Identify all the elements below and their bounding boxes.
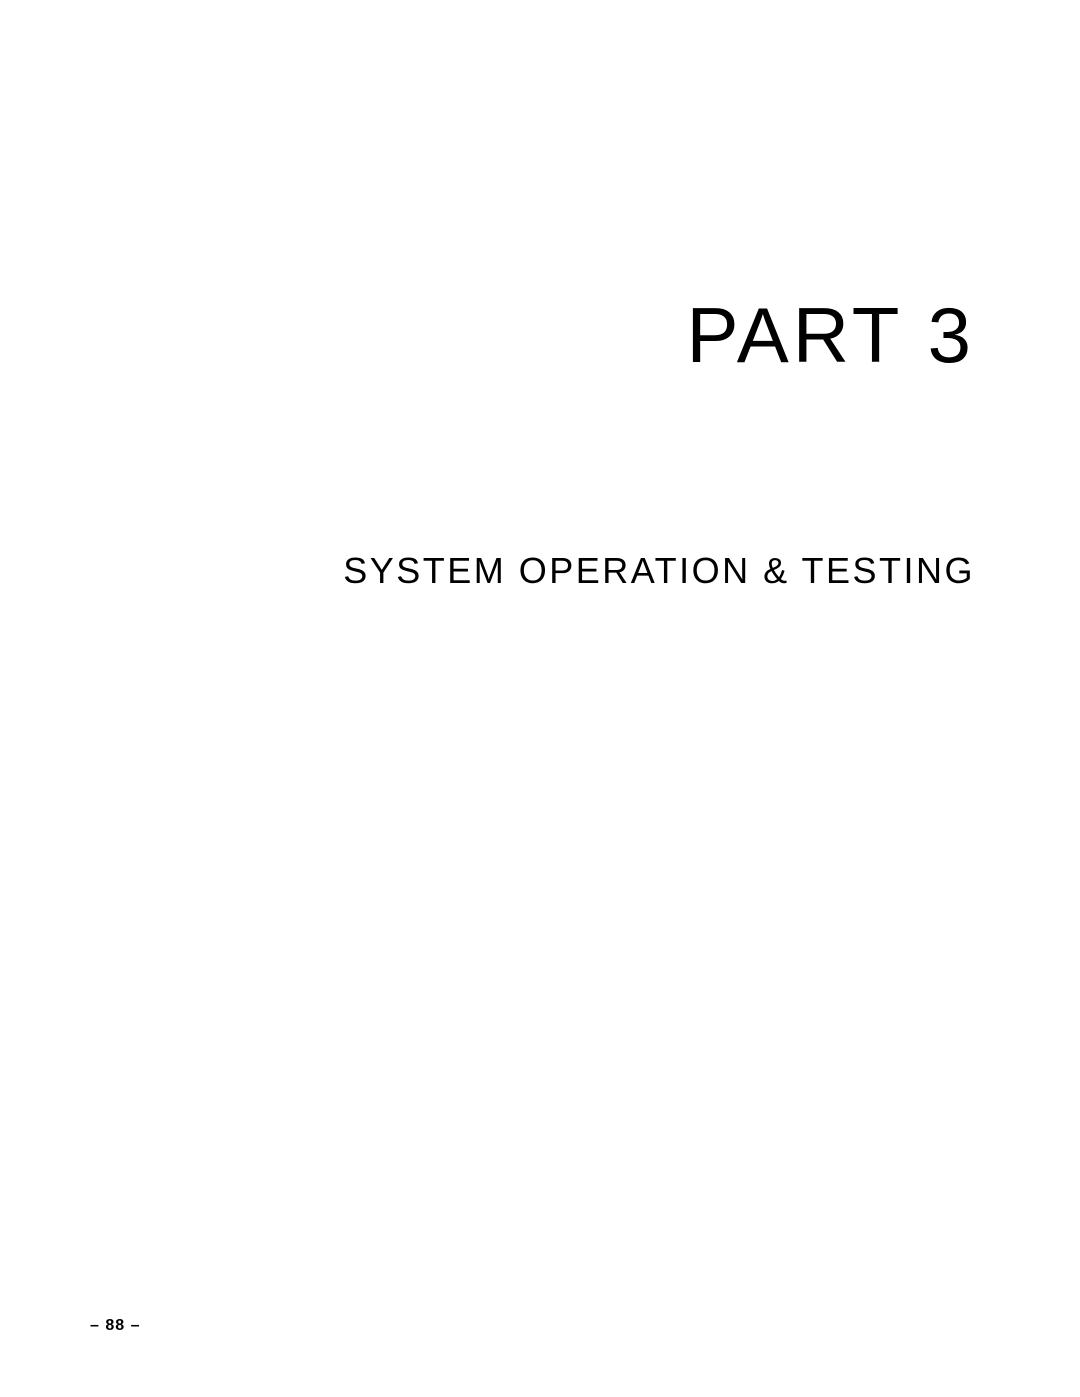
part-title: PART 3: [687, 290, 975, 381]
section-title: SYSTEM OPERATION & TESTING: [343, 550, 975, 592]
page-number: – 88 –: [90, 1317, 140, 1335]
page-container: PART 3 SYSTEM OPERATION & TESTING – 88 –: [0, 0, 1080, 1397]
